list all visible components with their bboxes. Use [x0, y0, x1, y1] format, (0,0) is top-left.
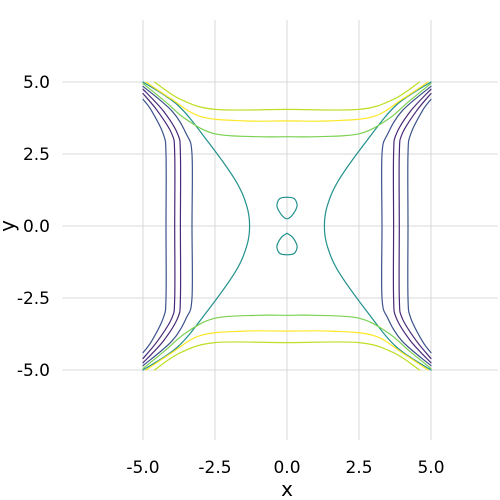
y-tick-label: -5.0	[17, 361, 50, 381]
contour-line	[142, 98, 167, 354]
x-tick-label: 2.5	[345, 458, 372, 478]
y-tick-label: 0.0	[23, 217, 50, 237]
contour-line	[142, 82, 432, 138]
y-tick-label: 2.5	[23, 145, 50, 165]
x-tick-label: -2.5	[198, 458, 231, 478]
contour-line	[145, 81, 429, 122]
x-tick-label: 0.0	[273, 458, 300, 478]
contour-line	[276, 196, 298, 220]
contour-line	[145, 330, 429, 371]
y-tick-label: 5.0	[23, 73, 50, 93]
contour-line	[381, 85, 432, 367]
contour-line	[392, 88, 432, 364]
x-tick-label: 5.0	[417, 458, 444, 478]
contour-line	[153, 81, 421, 111]
y-tick-labels: -5.0 -2.5 0.0 2.5 5.0	[17, 73, 50, 381]
grid	[62, 20, 498, 440]
contour-line	[323, 81, 432, 371]
contour-lines	[142, 81, 432, 371]
x-axis-title: x	[281, 477, 293, 500]
contour-line	[142, 314, 432, 370]
y-axis-title: y	[0, 220, 19, 232]
contour-line	[276, 232, 298, 256]
y-tick-label: -2.5	[17, 289, 50, 309]
x-tick-label: -5.0	[126, 458, 159, 478]
x-tick-labels: -5.0 -2.5 0.0 2.5 5.0	[126, 458, 444, 478]
contour-line	[142, 92, 176, 360]
contour-line	[398, 92, 432, 360]
contour-line	[142, 81, 251, 371]
contour-line	[142, 85, 193, 367]
contour-line	[407, 98, 432, 354]
contour-line	[142, 88, 182, 364]
contour-line	[153, 341, 421, 371]
